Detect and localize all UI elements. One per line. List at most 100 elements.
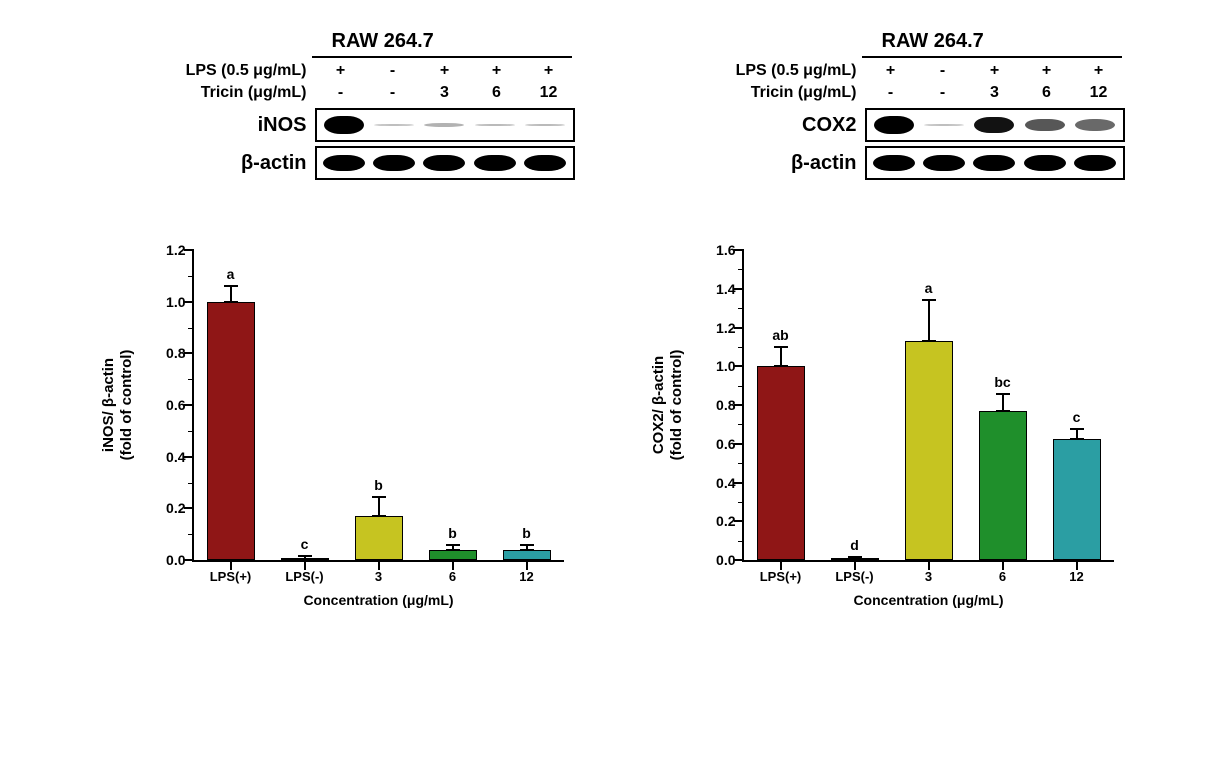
x-tick-label: LPS(-) xyxy=(285,569,323,584)
target-blot-box xyxy=(865,108,1125,142)
significance-label: d xyxy=(850,537,859,553)
bar xyxy=(905,341,953,560)
band xyxy=(423,155,465,171)
bar xyxy=(355,516,403,560)
band xyxy=(974,117,1014,134)
y-tick-label: 0.0 xyxy=(686,552,736,568)
y-tick-label: 0.0 xyxy=(136,552,186,568)
band xyxy=(873,155,915,171)
significance-label: c xyxy=(1073,409,1081,425)
significance-label: b xyxy=(448,525,457,541)
band xyxy=(1074,155,1116,171)
blot-rule xyxy=(862,56,1122,58)
x-axis-title: Concentration (μg/mL) xyxy=(744,592,1114,608)
x-tick-label: 3 xyxy=(375,569,382,584)
treatment-cell: 6 xyxy=(471,84,523,102)
band xyxy=(973,155,1015,171)
treatment-cell: 6 xyxy=(1021,84,1073,102)
significance-label: b xyxy=(374,477,383,493)
tricin-label: Tricin (μg/mL) xyxy=(632,84,865,102)
blot-panel-left: RAW 264.7 LPS (0.5 μg/mL) +-+++ Tricin (… xyxy=(82,30,582,200)
y-axis-title: iNOS/ β-actin (fold of control) xyxy=(100,250,140,560)
y-title-line2: (fold of control) xyxy=(668,350,685,461)
x-tick-label: 12 xyxy=(1069,569,1083,584)
x-tick-label: LPS(-) xyxy=(835,569,873,584)
y-tick-label: 1.0 xyxy=(686,358,736,374)
bar xyxy=(979,411,1027,560)
significance-label: c xyxy=(301,536,309,552)
band xyxy=(874,116,914,134)
band xyxy=(524,155,566,171)
y-title-line1: iNOS/ β-actin xyxy=(100,358,117,452)
loading-label: β-actin xyxy=(632,152,865,175)
significance-label: b xyxy=(522,525,531,541)
bar xyxy=(207,302,255,560)
treatment-cell: 12 xyxy=(523,84,575,102)
bar xyxy=(429,550,477,560)
band xyxy=(424,123,464,127)
treatment-cell: + xyxy=(1073,62,1125,80)
band xyxy=(324,116,364,134)
y-tick-label: 1.2 xyxy=(686,320,736,336)
x-tick-label: 12 xyxy=(519,569,533,584)
treatment-cell: - xyxy=(367,84,419,102)
significance-label: a xyxy=(925,280,933,296)
x-tick-label: 3 xyxy=(925,569,932,584)
chart-row: iNOS/ β-actin (fold of control) Concentr… xyxy=(0,230,1213,650)
y-tick-label: 0.4 xyxy=(136,449,186,465)
y-tick-label: 0.4 xyxy=(686,475,736,491)
significance-label: bc xyxy=(994,374,1010,390)
band xyxy=(923,155,965,171)
band xyxy=(374,124,414,126)
significance-label: ab xyxy=(772,327,788,343)
blot-area: iNOS β-actin xyxy=(82,108,582,184)
chart-panel-left: iNOS/ β-actin (fold of control) Concentr… xyxy=(82,230,582,650)
y-tick-label: 1.0 xyxy=(136,294,186,310)
treatment-cell: - xyxy=(917,62,969,80)
treatment-cell: + xyxy=(865,62,917,80)
band xyxy=(924,124,964,126)
plot-area: Concentration (μg/mL) 0.00.20.40.60.81.0… xyxy=(742,250,1114,562)
band xyxy=(1025,119,1065,132)
target-label: iNOS xyxy=(82,114,315,137)
y-tick-label: 1.2 xyxy=(136,242,186,258)
blot-header: RAW 264.7 xyxy=(332,30,434,53)
loading-blot-box xyxy=(315,146,575,180)
treatment-cell: - xyxy=(367,62,419,80)
band xyxy=(475,124,515,126)
band xyxy=(525,124,565,126)
y-tick-label: 0.6 xyxy=(136,397,186,413)
plot-area: Concentration (μg/mL) 0.00.20.40.60.81.0… xyxy=(192,250,564,562)
treatment-cell: 3 xyxy=(419,84,471,102)
y-title-line1: COX2/ β-actin xyxy=(650,356,667,454)
treatment-rows: LPS (0.5 μg/mL) +-+++ Tricin (μg/mL) --3… xyxy=(82,60,582,104)
treatment-cell: 3 xyxy=(969,84,1021,102)
x-tick-label: LPS(+) xyxy=(760,569,802,584)
treatment-cell: + xyxy=(471,62,523,80)
treatment-cell: + xyxy=(419,62,471,80)
lps-label: LPS (0.5 μg/mL) xyxy=(82,62,315,80)
treatment-cell: + xyxy=(523,62,575,80)
treatment-cell: + xyxy=(969,62,1021,80)
y-title-line2: (fold of control) xyxy=(118,350,135,461)
y-tick-label: 0.8 xyxy=(136,345,186,361)
y-axis-title: COX2/ β-actin (fold of control) xyxy=(650,250,690,560)
band xyxy=(373,155,415,171)
blot-panel-right: RAW 264.7 LPS (0.5 μg/mL) +-+++ Tricin (… xyxy=(632,30,1132,200)
bar xyxy=(503,550,551,560)
treatment-cell: - xyxy=(315,84,367,102)
lps-label: LPS (0.5 μg/mL) xyxy=(632,62,865,80)
x-tick-label: 6 xyxy=(449,569,456,584)
chart-panel-right: COX2/ β-actin (fold of control) Concentr… xyxy=(632,230,1132,650)
treatment-cell: + xyxy=(315,62,367,80)
y-tick-label: 0.2 xyxy=(686,513,736,529)
band xyxy=(1024,155,1066,171)
loading-label: β-actin xyxy=(82,152,315,175)
band xyxy=(323,155,365,171)
y-tick-label: 1.4 xyxy=(686,281,736,297)
target-label: COX2 xyxy=(632,114,865,137)
blot-area: COX2 β-actin xyxy=(632,108,1132,184)
treatment-cell: - xyxy=(917,84,969,102)
band xyxy=(474,155,516,171)
blot-header: RAW 264.7 xyxy=(882,30,984,53)
